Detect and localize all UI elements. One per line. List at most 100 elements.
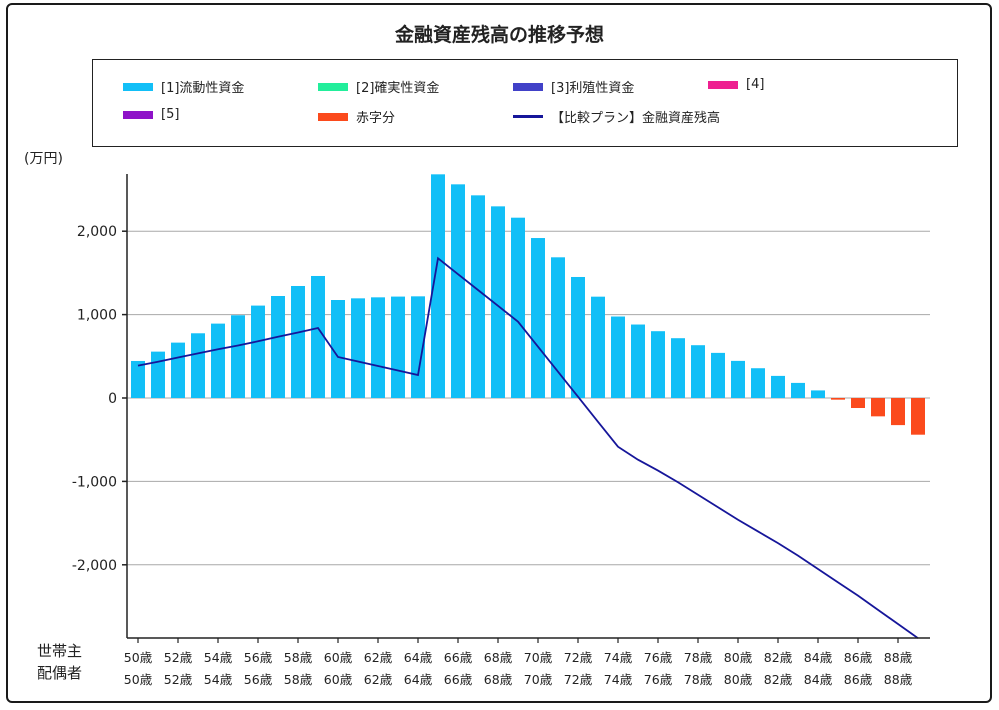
chart-frame	[6, 3, 992, 703]
y-tick-label: 2,000	[77, 224, 117, 240]
x-tick-label-spouse: 50歳	[124, 672, 153, 687]
x-tick-label-spouse: 72歳	[564, 672, 593, 687]
legend-label: [5]	[161, 107, 180, 122]
legend-swatch-liquidity	[123, 82, 153, 91]
x-tick-label-head: 54歳	[204, 650, 233, 665]
legend-swatch-investment	[513, 82, 543, 91]
bar-liquidity	[211, 323, 225, 398]
bar-liquidity	[791, 382, 805, 398]
bar-liquidity	[251, 305, 265, 398]
x-tick-label-spouse: 56歳	[244, 672, 273, 687]
legend-label: 【比較プラン】金融資産残高	[551, 111, 721, 126]
bar-liquidity	[471, 195, 485, 398]
legend-item-investment: [3]利殖性資金	[513, 77, 634, 96]
legend-swatch-comparison-plan	[513, 115, 543, 118]
legend-item-liquidity: [1]流動性資金	[123, 77, 244, 96]
x-tick-label-head: 76歳	[644, 650, 673, 665]
bar-liquidity	[671, 338, 685, 398]
bar-liquidity	[651, 331, 665, 398]
bar-liquidity	[331, 300, 345, 398]
x-tick-label-spouse: 86歳	[844, 672, 873, 687]
x-tick-label-spouse: 88歳	[884, 672, 913, 687]
y-tick-label: -1,000	[72, 474, 117, 490]
x-tick-label-head: 66歳	[444, 650, 473, 665]
bar-deficit	[911, 398, 925, 435]
bar-liquidity	[411, 296, 425, 398]
y-tick-label: 1,000	[77, 308, 117, 324]
legend-label: 赤字分	[356, 111, 396, 126]
bar-liquidity	[191, 333, 205, 398]
bar-liquidity	[151, 351, 165, 398]
bar-liquidity	[131, 360, 145, 398]
x-tick-label-head: 82歳	[764, 650, 793, 665]
x-tick-label-spouse: 54歳	[204, 672, 233, 687]
y-tick-label: 0	[108, 391, 117, 407]
bar-deficit	[871, 398, 885, 417]
x-tick-label-spouse: 70歳	[524, 672, 553, 687]
bar-liquidity	[691, 345, 705, 398]
x-tick-label-spouse: 80歳	[724, 672, 753, 687]
x-tick-label-head: 62歳	[364, 650, 393, 665]
chart-title: 金融資産残高の推移予想	[394, 24, 604, 46]
bar-liquidity	[611, 316, 625, 398]
legend-swatch-4	[708, 80, 738, 89]
bar-liquidity	[591, 296, 605, 398]
x-tick-label-head: 72歳	[564, 650, 593, 665]
legend-swatch-secure	[318, 82, 348, 91]
bar-liquidity	[371, 297, 385, 398]
legend-item-comparison-plan: 【比較プラン】金融資産残高	[513, 107, 720, 126]
x-tick-label-spouse: 62歳	[364, 672, 393, 687]
bar-liquidity	[391, 296, 405, 398]
bar-liquidity	[351, 298, 365, 398]
bar-deficit	[851, 398, 865, 409]
bar-liquidity	[531, 238, 545, 398]
bar-liquidity	[631, 324, 645, 398]
bar-liquidity	[171, 342, 185, 398]
x-tick-label-spouse: 66歳	[444, 672, 473, 687]
x-tick-label-head: 74歳	[604, 650, 633, 665]
legend-swatch-5	[123, 110, 153, 119]
bar-liquidity	[751, 368, 765, 398]
legend-label: [2]確実性資金	[356, 81, 440, 96]
legend-item-secure: [2]確実性資金	[318, 77, 439, 96]
bar-liquidity	[311, 275, 325, 398]
x-tick-label-head: 68歳	[484, 650, 513, 665]
x-tick-label-spouse: 68歳	[484, 672, 513, 687]
x-tick-label-head: 86歳	[844, 650, 873, 665]
x-row-label-spouse: 配偶者	[37, 664, 83, 682]
x-tick-label-head: 64歳	[404, 650, 433, 665]
y-tick-label: -2,000	[72, 558, 117, 574]
x-tick-label-head: 60歳	[324, 650, 353, 665]
legend: [1]流動性資金 [2]確実性資金 [3]利殖性資金 [4] [5] 赤字分 【…	[92, 59, 958, 147]
bar-liquidity	[491, 206, 505, 398]
bar-deficit	[891, 398, 905, 426]
bar-liquidity	[431, 174, 445, 398]
legend-item-4: [4]	[708, 77, 764, 92]
x-tick-label-head: 56歳	[244, 650, 273, 665]
y-axis-unit-label: (万円)	[24, 151, 63, 167]
legend-swatch-deficit	[318, 112, 348, 121]
x-tick-label-head: 70歳	[524, 650, 553, 665]
x-tick-label-spouse: 74歳	[604, 672, 633, 687]
x-tick-label-spouse: 52歳	[164, 672, 193, 687]
x-tick-label-head: 88歳	[884, 650, 913, 665]
x-tick-label-head: 80歳	[724, 650, 753, 665]
x-tick-label-spouse: 78歳	[684, 672, 713, 687]
x-row-label-head: 世帯主	[37, 642, 83, 660]
bar-liquidity	[231, 315, 245, 398]
legend-label: [3]利殖性資金	[551, 81, 635, 96]
x-tick-label-spouse: 58歳	[284, 672, 313, 687]
bar-liquidity	[811, 390, 825, 398]
bar-liquidity	[291, 285, 305, 398]
bar-liquidity	[551, 257, 565, 398]
x-tick-label-spouse: 64歳	[404, 672, 433, 687]
legend-item-5: [5]	[123, 107, 179, 122]
x-tick-label-head: 52歳	[164, 650, 193, 665]
legend-label: [4]	[746, 77, 765, 92]
legend-item-deficit: 赤字分	[318, 107, 395, 126]
bar-liquidity	[511, 217, 525, 398]
bar-liquidity	[571, 276, 585, 398]
x-tick-label-spouse: 60歳	[324, 672, 353, 687]
legend-label: [1]流動性資金	[161, 81, 245, 96]
bar-liquidity	[771, 375, 785, 398]
